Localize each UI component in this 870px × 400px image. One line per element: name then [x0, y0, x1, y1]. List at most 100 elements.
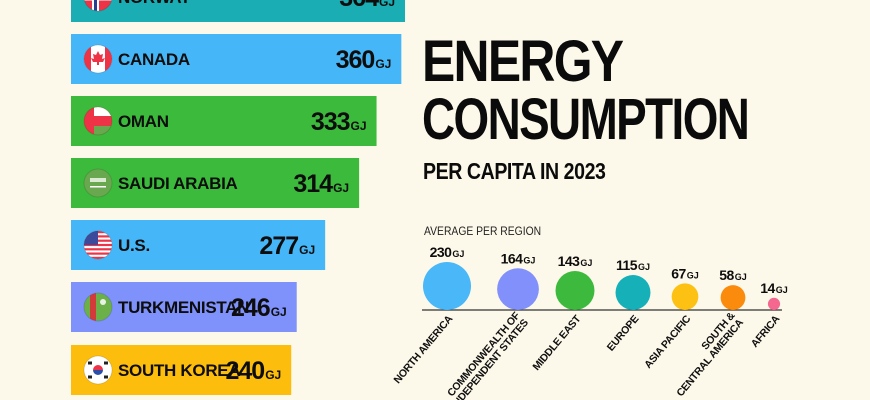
bar-value-number: 240: [225, 357, 264, 385]
region-category-label: AFRICA: [749, 313, 783, 350]
region-value-label: 143GJ: [558, 253, 593, 269]
region-category-label: MIDDLE EAST: [530, 313, 583, 373]
bar-value-label: 246GJ: [231, 294, 287, 322]
region-bubble: [767, 297, 781, 311]
bar-value-number: 314: [293, 170, 333, 198]
region-label-line: EUROPE: [605, 313, 642, 354]
bar-value-number: 333: [311, 108, 350, 136]
region-africa: 14GJ AFRICA: [749, 280, 788, 350]
region-asia-pacific: 67GJ ASIA PACIFIC: [642, 265, 699, 371]
bar-value-label: 333GJ: [311, 108, 367, 136]
bar-oman: OMAN 333GJ: [71, 96, 377, 146]
bar-value-unit: GJ: [351, 119, 367, 133]
region-category-label: NORTH AMERICA: [391, 313, 455, 386]
region-value-number: 67: [671, 265, 686, 281]
region-value-unit: GJ: [638, 262, 650, 272]
region-bubble: [720, 285, 746, 310]
region-value-label: 115GJ: [616, 257, 650, 273]
bar-value-label: 314GJ: [293, 170, 349, 198]
south-korea-flag-icon: [83, 355, 113, 385]
bar-value-unit: GJ: [333, 181, 349, 195]
canada-flag-icon: [83, 44, 113, 74]
bar-rect: [71, 0, 405, 22]
region-label-line: INDEPENDENT STATES: [449, 317, 531, 400]
region-value-number: 14: [760, 280, 775, 296]
norway-flag-icon: [83, 0, 113, 12]
bar-category-label: NORWAY: [118, 0, 192, 7]
bar-u-s-: U.S. 277GJ: [71, 220, 326, 270]
region-value-number: 58: [719, 267, 734, 283]
region-label-line: ASIA PACIFIC: [642, 313, 694, 371]
region-value-unit: GJ: [452, 249, 464, 259]
us-flag-icon: [83, 230, 113, 260]
bar-value-unit: GJ: [299, 243, 315, 257]
region-section-heading: AVERAGE PER REGION: [424, 226, 542, 238]
region-value-number: 143: [558, 253, 581, 269]
region-bubble: [671, 283, 699, 310]
region-category-label: COMMONWEALTH OFINDEPENDENT STATES: [441, 309, 532, 400]
subtitle: PER CAPITA IN 2023: [423, 158, 606, 184]
region-value-label: 58GJ: [719, 267, 747, 283]
region-category-label: EUROPE: [605, 313, 642, 354]
bar-value-label: 364GJ: [339, 0, 395, 12]
title-line-1: ENERGY: [422, 29, 624, 94]
bar-rect: [71, 96, 377, 146]
bar-saudi-arabia: SAUDI ARABIA 314GJ: [71, 158, 360, 208]
region-label-line: AFRICA: [749, 313, 783, 350]
region-category-label: ASIA PACIFIC: [642, 313, 694, 371]
bar-rect: [71, 158, 360, 208]
bar-rect: [71, 220, 326, 270]
region-bubble: [497, 268, 539, 311]
region-bubble: [615, 275, 651, 310]
bar-category-label: CANADA: [118, 50, 190, 69]
bar-value-unit: GJ: [375, 57, 391, 71]
bar-value-label: 360GJ: [336, 46, 392, 74]
region-label-line: COMMONWEALTH OF: [445, 309, 523, 399]
region-value-unit: GJ: [776, 285, 788, 295]
bar-value-number: 364: [339, 0, 379, 12]
region-middle-east: 143GJ MIDDLE EAST: [530, 253, 595, 373]
bar-value-label: 240GJ: [225, 357, 281, 385]
region-label-line: NORTH AMERICA: [391, 313, 455, 386]
bar-rect: [71, 34, 402, 84]
bar-value-label: 277GJ: [259, 232, 315, 260]
region-label-line: MIDDLE EAST: [530, 313, 583, 373]
bar-canada: CANADA 360GJ: [71, 34, 402, 84]
region-bubble: [423, 262, 471, 310]
bar-value-unit: GJ: [265, 368, 281, 382]
bar-value-number: 360: [336, 46, 375, 74]
region-value-label: 230GJ: [430, 244, 465, 260]
country-bars: NORWAY364GJCANADA360GJOMAN333GJSAUDI ARA…: [71, 0, 405, 395]
region-value-unit: GJ: [580, 258, 592, 268]
region-north-america: 230GJ NORTH AMERICA: [391, 244, 471, 386]
region-value-unit: GJ: [523, 255, 535, 265]
bar-category-label: SAUDI ARABIA: [118, 174, 238, 193]
bar-category-label: OMAN: [118, 112, 169, 131]
bar-norway: NORWAY 364GJ: [71, 0, 405, 22]
region-value-label: 164GJ: [501, 250, 536, 266]
region-value-label: 14GJ: [760, 280, 788, 296]
region-value-number: 164: [501, 250, 524, 266]
region-value-number: 230: [430, 244, 453, 260]
title-line-2: CONSUMPTION: [422, 87, 750, 152]
bar-category-label: TURKMENISTAN: [118, 298, 249, 317]
bar-category-label: SOUTH KOREA: [118, 361, 240, 380]
region-value-unit: GJ: [735, 272, 747, 282]
bar-category-label: U.S.: [118, 236, 150, 255]
turkmenistan-flag-icon: [83, 292, 113, 322]
region-bubble: [555, 271, 595, 310]
bar-value-number: 246: [231, 294, 270, 322]
oman-flag-icon: [83, 106, 113, 136]
region-europe: 115GJ EUROPE: [605, 257, 651, 354]
region-value-number: 115: [616, 257, 638, 273]
bar-value-number: 277: [259, 232, 298, 260]
bar-value-unit: GJ: [379, 0, 395, 9]
saudi-arabia-flag-icon: [83, 168, 113, 198]
region-value-label: 67GJ: [671, 265, 699, 281]
bar-value-unit: GJ: [271, 305, 287, 319]
region-value-unit: GJ: [687, 270, 699, 280]
